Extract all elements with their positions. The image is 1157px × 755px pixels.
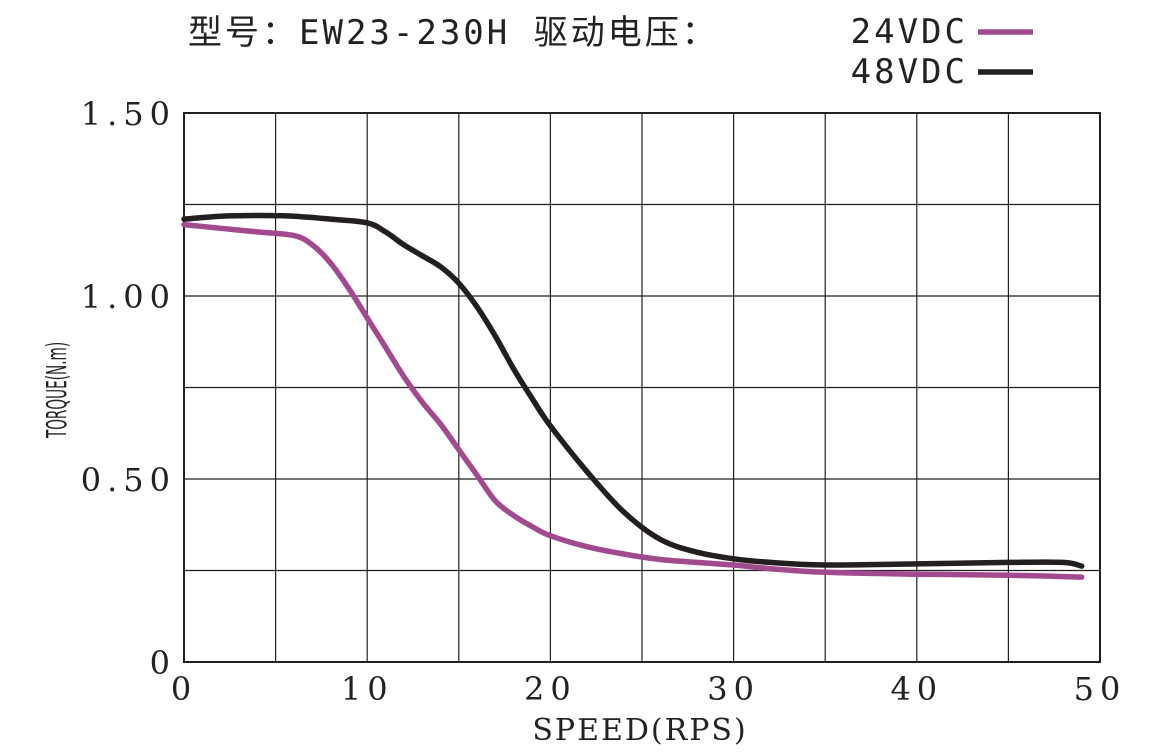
y-tick-label: 1.00 (81, 278, 176, 316)
x-tick-label: 40 (890, 670, 943, 708)
series-layer (181, 212, 1085, 580)
x-tick-label: 50 (1074, 670, 1127, 708)
x-tick-label: 10 (341, 670, 394, 708)
y-axis-label: TORQUE(N.m) (42, 342, 74, 439)
y-tick-labels: 0 0.50 1.00 1.50 (81, 95, 176, 682)
x-tick-label: 0 (171, 670, 197, 708)
y-tick-label: 0.50 (81, 461, 176, 499)
plot-frame (183, 112, 1101, 663)
grid-lines (184, 113, 1100, 662)
series-line-48vdc (181, 212, 1085, 569)
legend-label-24vdc: 24VDC (851, 12, 968, 52)
x-axis-label: SPEED(RPS) (532, 713, 747, 748)
y-tick-label: 0 (150, 644, 176, 682)
y-tick-label: 1.50 (81, 95, 176, 133)
x-tick-label: 30 (707, 670, 760, 708)
chart-title: 型号：EW23-230H 驱动电压： (188, 13, 719, 53)
legend-label-48vdc: 48VDC (851, 52, 968, 92)
series-line-24vdc (181, 221, 1085, 580)
x-tick-label: 20 (524, 670, 577, 708)
x-tick-labels: 0 10 20 30 40 50 (171, 670, 1127, 708)
